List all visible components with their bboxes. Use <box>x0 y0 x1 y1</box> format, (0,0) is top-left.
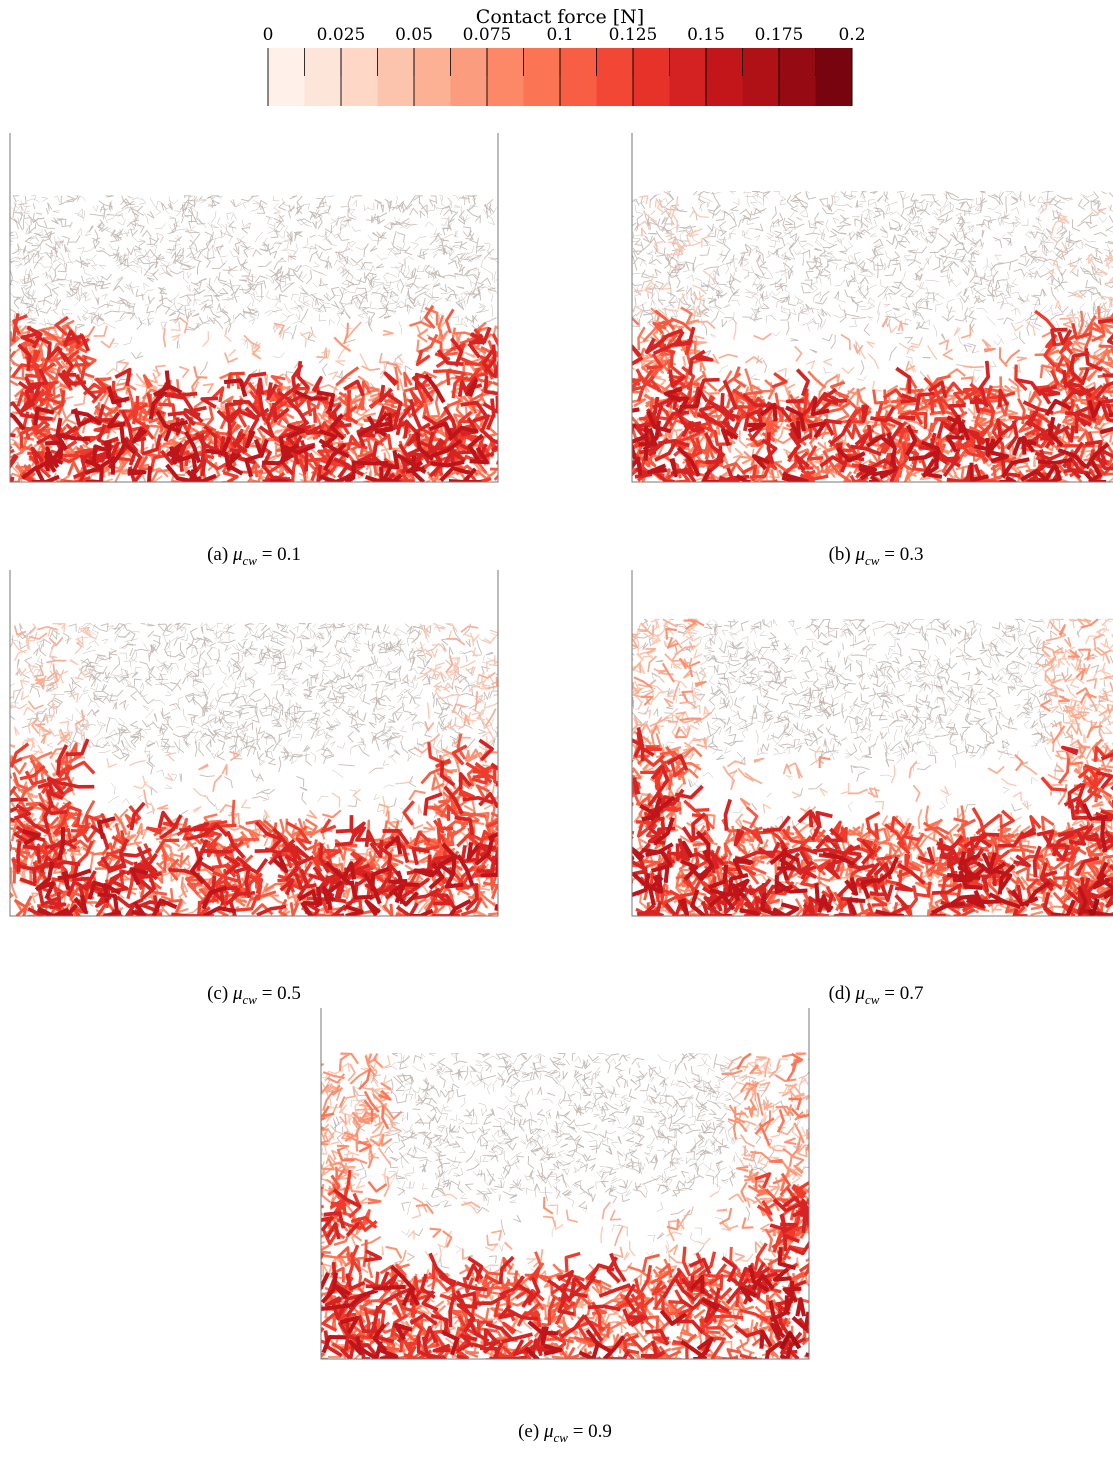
colorbar-band <box>815 48 853 106</box>
force-chain <box>22 816 498 916</box>
force-chain <box>321 1053 809 1279</box>
force-chain <box>321 1246 809 1359</box>
colorbar-band <box>414 48 451 106</box>
caption-value: 0.9 <box>588 1421 612 1442</box>
force-chain <box>632 795 1113 916</box>
force-chain <box>105 321 423 388</box>
colorbar-band <box>304 48 342 106</box>
force-chain <box>632 191 1113 393</box>
force-chain <box>10 623 498 832</box>
caption-relation: = <box>572 1421 584 1442</box>
force-chain <box>1087 898 1100 916</box>
symbol-subscript: cw <box>865 991 880 1007</box>
force-chain-image <box>10 622 498 916</box>
caption-value: 0.7 <box>899 983 924 1004</box>
colorbar-tick-label: 0.175 <box>755 25 804 45</box>
force-chain-image <box>632 191 1113 482</box>
force-chain <box>779 1331 802 1350</box>
colorbar-band <box>560 48 597 106</box>
colorbar-tick-label: 0.05 <box>395 25 433 45</box>
force-chain <box>634 195 1113 396</box>
force-chain <box>10 623 498 826</box>
colorbar-band <box>450 48 488 106</box>
symbol-subscript: cw <box>553 1429 568 1445</box>
symbol-subscript: cw <box>865 552 880 568</box>
caption-relation: = <box>261 983 273 1004</box>
symbol: μcw <box>232 983 257 1007</box>
symbol-base: μ <box>232 544 243 565</box>
container-frame <box>9 570 499 917</box>
caption-relation: = <box>261 544 273 565</box>
caption-tag: (d) <box>828 983 851 1004</box>
caption: (d) μcw = 0.7 <box>829 983 924 1008</box>
container-frame <box>9 133 499 483</box>
colorbar-band <box>268 48 305 106</box>
colorbar-band <box>523 48 561 106</box>
force-chain <box>632 387 1113 482</box>
caption-value: 0.5 <box>277 983 301 1004</box>
force-chain <box>10 370 489 482</box>
colorbar-tick-label: 0.075 <box>463 25 512 45</box>
caption-tag: (c) <box>207 983 229 1004</box>
caption-value: 0.3 <box>899 544 924 565</box>
colorbar-band <box>596 48 634 106</box>
colorbar-band <box>633 48 670 106</box>
symbol: μcw <box>855 544 880 568</box>
caption-value: 0.1 <box>277 544 301 565</box>
caption: (c) μcw = 0.5 <box>207 983 301 1008</box>
symbol: μcw <box>855 983 880 1007</box>
symbol-base: μ <box>855 544 866 565</box>
symbol-subscript: cw <box>242 552 257 568</box>
container-frame <box>631 570 1113 917</box>
colorbar-tick-label: 0.125 <box>609 25 658 45</box>
force-chain-image <box>321 1052 809 1359</box>
colorbar-tick-label: 0 <box>263 25 274 45</box>
colorbar-band <box>742 48 780 106</box>
symbol: μcw <box>232 544 257 568</box>
container-frame <box>320 1008 810 1360</box>
force-chain <box>632 619 1113 834</box>
colorbar-tick-label: 0.2 <box>838 25 865 45</box>
caption: (b) μcw = 0.3 <box>829 544 924 569</box>
symbol-base: μ <box>855 983 866 1004</box>
caption-tag: (b) <box>828 544 851 565</box>
force-chain-image <box>632 618 1113 916</box>
colorbar-tick-label: 0.1 <box>546 25 573 45</box>
container-frame <box>631 133 1113 483</box>
symbol: μcw <box>543 1421 568 1445</box>
caption: (e) μcw = 0.9 <box>518 1421 612 1446</box>
colorbar-band <box>669 48 707 106</box>
caption-relation: = <box>884 983 895 1004</box>
colorbar-tick-label: 0.025 <box>317 25 366 45</box>
colorbar-band <box>779 48 816 106</box>
symbol-base: μ <box>543 1421 554 1442</box>
colorbar-title: Contact force [N] <box>476 6 644 28</box>
colorbar-band <box>341 48 378 106</box>
colorbar-tick-label: 0.15 <box>687 25 725 45</box>
symbol-base: μ <box>232 983 243 1004</box>
force-chain-image <box>10 195 498 482</box>
symbol-subscript: cw <box>242 991 257 1007</box>
caption-tag: (a) <box>207 544 229 565</box>
colorbar-band <box>706 48 743 106</box>
colorbar-band <box>377 48 415 106</box>
caption-relation: = <box>884 544 895 565</box>
caption-tag: (e) <box>518 1421 540 1442</box>
caption: (a) μcw = 0.1 <box>207 544 301 569</box>
colorbar-band <box>487 48 524 106</box>
